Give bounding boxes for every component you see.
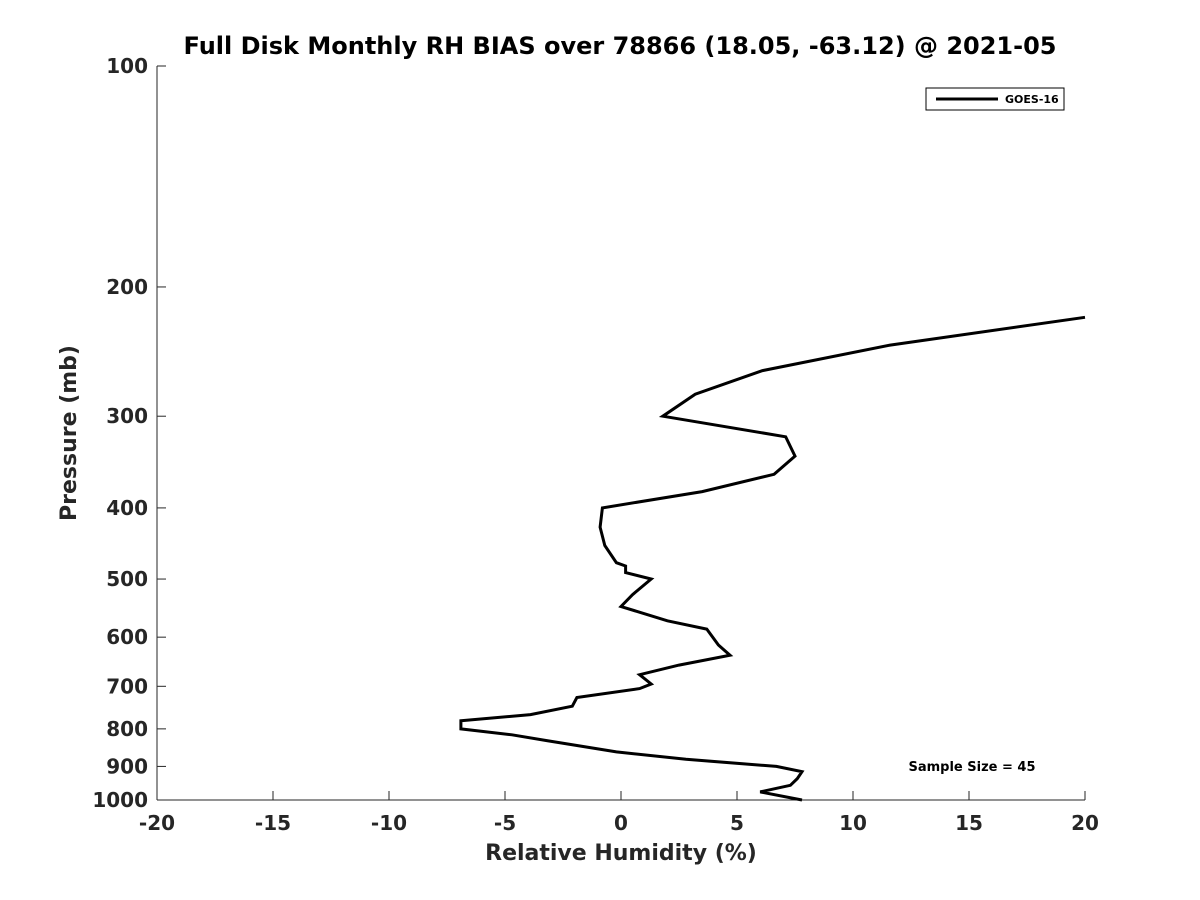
- legend: GOES-16: [925, 87, 1065, 111]
- y-axis-ticks: 100 200 300 400 500 600 700 800 900 1000: [92, 54, 166, 812]
- x-tick-label: -15: [255, 811, 291, 835]
- y-tick-label: 800: [106, 717, 148, 741]
- series-group: [459, 315, 1086, 802]
- y-tick-label: 600: [106, 625, 148, 649]
- x-tick-label: 5: [730, 811, 744, 835]
- series-line-goes-16: [459, 315, 1086, 802]
- y-tick-label: 700: [106, 674, 148, 698]
- x-tick-label: -20: [139, 811, 175, 835]
- y-tick-label: 100: [106, 54, 148, 78]
- y-axis-label: Pressure (mb): [57, 345, 82, 521]
- x-tick-label: -10: [371, 811, 407, 835]
- x-tick-label: 20: [1071, 811, 1099, 835]
- x-tick-label: 0: [614, 811, 628, 835]
- x-axis-label: Relative Humidity (%): [485, 841, 757, 866]
- x-tick-label: 10: [839, 811, 867, 835]
- y-tick-label: 300: [106, 404, 148, 428]
- x-axis-ticks: -20 -15 -10 -5 0 5 10 15 20: [139, 791, 1099, 835]
- x-tick-label: 15: [955, 811, 983, 835]
- legend-label: GOES-16: [1005, 93, 1059, 106]
- y-tick-label: 900: [106, 754, 148, 778]
- sample-size-annotation: Sample Size = 45: [908, 760, 1035, 775]
- x-tick-label: -5: [494, 811, 516, 835]
- y-tick-label: 1000: [92, 788, 148, 812]
- y-tick-label: 500: [106, 567, 148, 591]
- y-tick-label: 400: [106, 496, 148, 520]
- chart-title: Full Disk Monthly RH BIAS over 78866 (18…: [184, 32, 1057, 60]
- y-tick-label: 200: [106, 275, 148, 299]
